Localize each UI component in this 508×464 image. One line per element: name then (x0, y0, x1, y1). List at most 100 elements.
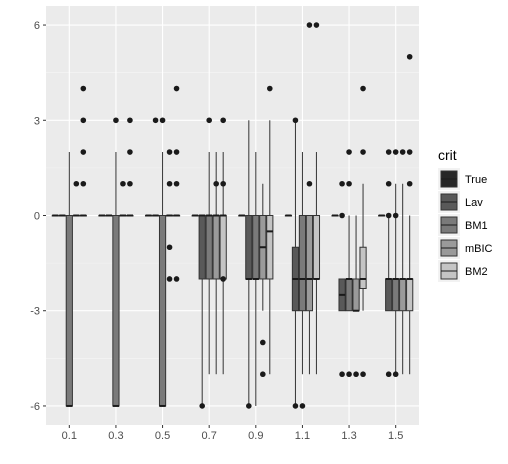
outlier-point (173, 276, 180, 282)
outlier-point (113, 117, 119, 124)
box-bm2 (406, 53, 414, 375)
box-lav (58, 214, 66, 217)
outlier-point (385, 212, 392, 219)
outlier-point (159, 117, 166, 124)
legend-label-mbic: mBIC (465, 243, 493, 255)
outlier-point (80, 180, 87, 187)
box-mbic (305, 22, 314, 375)
box-bm1 (112, 117, 120, 407)
outlier-point (166, 276, 173, 282)
outlier-point (173, 149, 180, 155)
outlier-point (385, 180, 392, 187)
box-bm2 (219, 117, 227, 375)
outlier-point (220, 276, 226, 282)
legend-label-bm1: BM1 (465, 220, 488, 232)
box-mbic (165, 149, 174, 282)
outlier-point (220, 180, 226, 187)
box-true (191, 214, 199, 217)
box-body (345, 278, 353, 312)
x-tick-label: 0.1 (62, 430, 77, 442)
x-tick-label: 1.1 (295, 430, 310, 442)
box-bm2 (359, 85, 367, 378)
box-body (112, 215, 120, 407)
box-bm2 (312, 22, 321, 375)
x-tick-label: 0.5 (155, 430, 170, 442)
box-body (245, 215, 253, 280)
box-body (65, 215, 73, 407)
box-true (98, 214, 106, 217)
outlier-point (73, 180, 80, 187)
outlier-point (260, 339, 266, 346)
outlier-point (246, 403, 252, 409)
y-axis: -6 -3 0 3 6 (30, 20, 46, 413)
box-bm1 (65, 152, 73, 407)
box-body (266, 215, 274, 280)
y-tick-label: -6 (30, 401, 40, 413)
outlier-point (313, 22, 320, 28)
box-bm1 (252, 152, 260, 406)
box-bm1 (158, 117, 167, 407)
box-body (359, 246, 367, 290)
box-body (385, 278, 393, 312)
legend-label-bm2: BM2 (465, 266, 488, 278)
box-bm1 (345, 149, 353, 378)
outlier-point (406, 149, 413, 155)
box-lav (385, 149, 393, 378)
outlier-point (173, 85, 180, 92)
outlier-point (385, 149, 392, 155)
box-body (399, 278, 407, 312)
outlier-point (346, 180, 352, 187)
box-true (331, 214, 339, 217)
box-lav (338, 180, 346, 378)
x-tick-label: 1.3 (341, 430, 356, 442)
outlier-point (392, 371, 399, 378)
box-body (219, 215, 227, 280)
outlier-point (80, 117, 87, 124)
outlier-point (173, 180, 180, 187)
y-tick-label: 6 (34, 20, 40, 32)
box-body (158, 215, 167, 407)
box-true (378, 214, 386, 217)
outlier-point (406, 180, 413, 187)
box-mbic (399, 149, 407, 375)
outlier-point (339, 212, 345, 219)
box-true (238, 214, 246, 217)
outlier-point (80, 85, 87, 92)
box-body (305, 215, 314, 312)
outlier-point (127, 117, 133, 124)
x-tick-label: 0.9 (248, 430, 263, 442)
outlier-point (206, 117, 212, 124)
legend: crit True Lav BM1 mBIC BM2 (438, 147, 493, 282)
outlier-point (392, 212, 399, 219)
outlier-point (406, 53, 413, 60)
outlier-point (306, 22, 313, 28)
outlier-point (120, 180, 126, 187)
box-mbic (119, 180, 127, 217)
box-mbic (259, 183, 267, 378)
box-body (198, 215, 206, 280)
outlier-point (213, 180, 219, 187)
x-tick-label: 0.7 (202, 430, 217, 442)
x-tick-label: 1.5 (388, 430, 403, 442)
box-body (312, 215, 321, 280)
outlier-point (353, 371, 359, 378)
box-lav (105, 214, 113, 217)
box-true (51, 214, 59, 217)
outlier-point (80, 149, 87, 155)
box-body (212, 215, 220, 280)
outlier-point (360, 85, 366, 92)
box-bm1 (205, 117, 213, 375)
box-body (298, 215, 307, 312)
outlier-point (299, 403, 306, 409)
outlier-point (166, 149, 173, 155)
outlier-point (152, 117, 159, 124)
x-axis: 0.1 0.3 0.5 0.7 0.9 1.1 1.3 1.5 (62, 425, 403, 442)
outlier-point (360, 149, 366, 155)
box-bm2 (266, 85, 274, 375)
outlier-point (346, 149, 352, 155)
box-lav (198, 214, 206, 409)
outlier-point (260, 371, 266, 378)
x-tick-label: 0.3 (108, 430, 123, 442)
box-mbic (212, 152, 220, 375)
